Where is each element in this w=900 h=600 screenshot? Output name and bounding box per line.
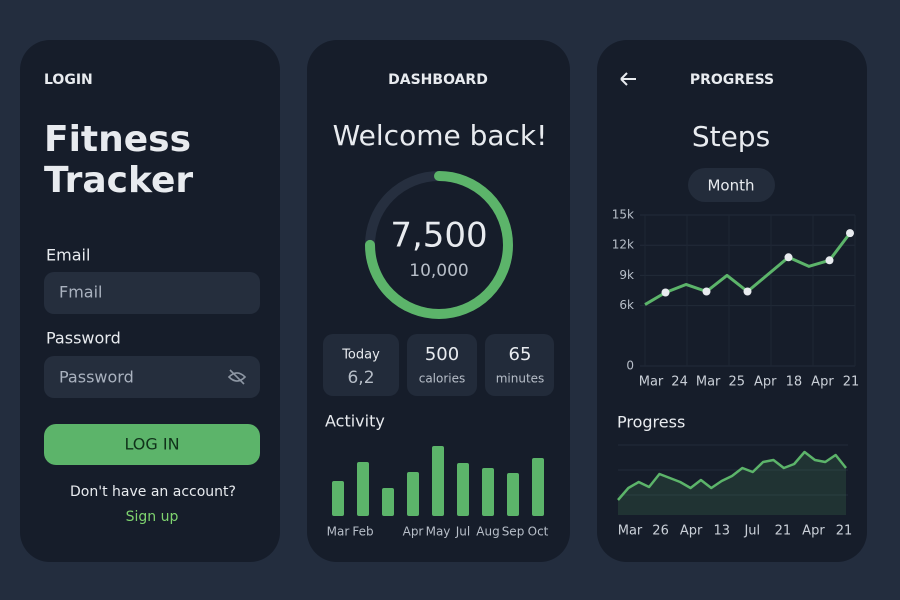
- stat-label: calories: [419, 372, 466, 386]
- progress-title: Progress: [617, 413, 685, 432]
- stat-card: [323, 334, 399, 396]
- stat-label: Today: [341, 348, 380, 363]
- toggle[interactable]: [688, 168, 775, 202]
- x-tick-label: Jul: [743, 524, 760, 539]
- x-tick-label: 21: [775, 524, 792, 539]
- x-tick-label: Apr: [802, 524, 825, 539]
- point: [743, 287, 752, 296]
- x-tick-label: 21: [843, 375, 860, 390]
- x-tick-label: Mar: [327, 525, 350, 539]
- password-label: Password: [46, 329, 121, 348]
- ring-arc: [365, 171, 513, 319]
- bar: [332, 481, 344, 516]
- stat-value: 500: [425, 344, 459, 365]
- activity-title: Activity: [325, 412, 385, 431]
- bar: [357, 462, 369, 516]
- email-placeholder: Fmail: [59, 283, 102, 302]
- email-label: Email: [46, 246, 90, 265]
- line: [617, 450, 847, 501]
- y-tick-label: 6k: [619, 298, 634, 312]
- x-tick-label: Mar: [618, 524, 643, 539]
- stat-value: 65: [509, 344, 532, 365]
- x-tick-label: Jul: [455, 525, 470, 539]
- login-button[interactable]: [44, 424, 260, 465]
- y-tick-label: 15k: [612, 208, 634, 222]
- header: PROGRESS: [690, 72, 774, 88]
- bar: [482, 468, 494, 516]
- point: [702, 287, 711, 296]
- ring-value: 7,500: [390, 216, 487, 256]
- area: [618, 452, 846, 515]
- ring-goal: 10,000: [409, 261, 468, 281]
- x-tick-label: 21: [836, 524, 853, 539]
- point: [825, 256, 834, 265]
- dashboard-panel: [307, 40, 570, 562]
- x-tick-label: Sep: [502, 525, 525, 539]
- bar: [507, 473, 519, 516]
- y-tick-label: 12k: [612, 238, 634, 252]
- title: Tracker: [44, 160, 193, 201]
- title: Steps: [692, 120, 770, 153]
- stat-card: [485, 334, 554, 396]
- point: [784, 253, 793, 262]
- x-tick-label: 18: [786, 375, 803, 390]
- x-tick-label: Apr: [754, 375, 777, 390]
- title: Fitness: [44, 119, 191, 160]
- stat-card: [407, 334, 477, 396]
- x-tick-label: 25: [728, 375, 745, 390]
- progress-grid: [618, 444, 848, 496]
- progress-panel: [597, 40, 867, 562]
- point: [661, 288, 670, 297]
- eye-icon[interactable]: [227, 369, 247, 385]
- header: DASHBOARD: [388, 72, 488, 88]
- toggle-label: Month: [707, 177, 754, 195]
- x-tick-label: Apr: [680, 524, 703, 539]
- back-arrow[interactable]: [620, 72, 636, 86]
- x-tick-label: Feb: [352, 525, 373, 539]
- bar: [382, 488, 394, 516]
- bar: [432, 446, 444, 516]
- email-input[interactable]: [44, 272, 260, 314]
- stat-label: minutes: [496, 372, 545, 386]
- stat-value: 6,2: [347, 368, 374, 388]
- point: [846, 229, 854, 238]
- y-tick-label: 0: [626, 359, 634, 373]
- header: LOGIN: [44, 72, 93, 88]
- x-tick-label: Aug: [476, 525, 499, 539]
- x-tick-label: Mar: [696, 375, 721, 390]
- x-tick-label: 26: [652, 524, 669, 539]
- bar: [532, 458, 544, 516]
- password-placeholder: Password: [59, 368, 134, 387]
- password-input[interactable]: [44, 356, 260, 398]
- x-tick-label: 24: [671, 375, 688, 390]
- x-tick-label: 13: [713, 524, 730, 539]
- bar: [407, 472, 419, 516]
- y-tick-label: 9k: [619, 268, 634, 282]
- x-tick-label: Mar: [639, 375, 664, 390]
- x-tick-label: May: [426, 525, 451, 539]
- x-tick-label: Apr: [811, 375, 834, 390]
- welcome: Welcome back!: [333, 119, 548, 152]
- x-tick-label: Oct: [528, 525, 549, 539]
- signup-link[interactable]: Sign up: [126, 509, 179, 525]
- x-tick-label: Apr: [403, 525, 424, 539]
- bar: [457, 463, 469, 516]
- signup-prompt: Don't have an account?: [70, 484, 236, 500]
- login-button-label: LOG IN: [124, 435, 179, 454]
